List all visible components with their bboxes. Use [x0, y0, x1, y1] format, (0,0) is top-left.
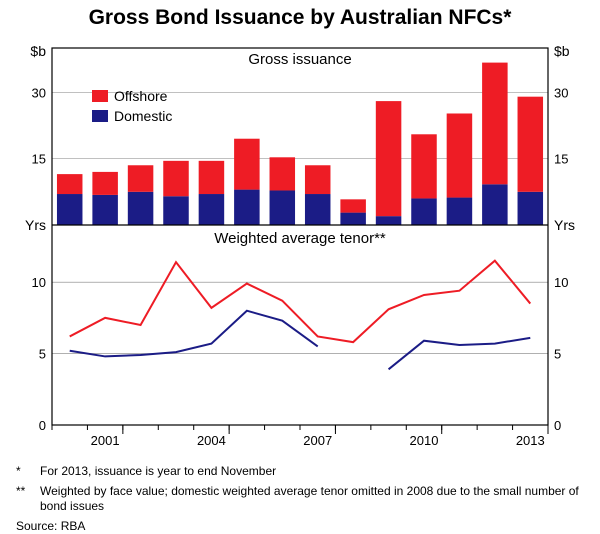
top-ylabel-right: $b	[554, 43, 570, 59]
chart-container: Gross Bond Issuance by Australian NFCs* …	[0, 0, 600, 525]
bar-offshore	[163, 161, 189, 196]
source-label: Source: RBA	[0, 515, 600, 534]
bar-domestic	[234, 190, 260, 225]
bottom-ylabel-right: Yrs	[554, 217, 575, 233]
bar-offshore	[376, 101, 402, 216]
bar-offshore	[92, 172, 118, 195]
legend-label-domestic: Domestic	[114, 108, 172, 124]
xtick-label: 2007	[303, 433, 332, 448]
bar-domestic	[270, 190, 296, 225]
bar-offshore	[518, 97, 544, 192]
bar-domestic	[163, 196, 189, 225]
bar-offshore	[270, 157, 296, 190]
bar-offshore	[199, 161, 225, 194]
legend-label-offshore: Offshore	[114, 88, 168, 104]
bar-domestic	[447, 198, 473, 225]
ytick-left: 5	[39, 347, 46, 362]
bar-domestic	[340, 213, 366, 225]
bar-offshore	[447, 113, 473, 197]
bar-domestic	[376, 216, 402, 225]
xtick-label: 2010	[410, 433, 439, 448]
bar-domestic	[57, 194, 83, 225]
legend-swatch-offshore	[92, 90, 108, 102]
xtick-label: 2013	[516, 433, 545, 448]
bar-domestic	[482, 184, 508, 225]
xtick-label: 2004	[197, 433, 226, 448]
bar-offshore	[234, 139, 260, 190]
xtick-label: 2001	[91, 433, 120, 448]
bar-domestic	[199, 194, 225, 225]
top-subtitle: Gross issuance	[248, 51, 351, 68]
bar-offshore	[482, 63, 508, 185]
chart-title: Gross Bond Issuance by Australian NFCs*	[0, 0, 600, 30]
bar-domestic	[411, 198, 437, 225]
bar-offshore	[340, 199, 366, 212]
bar-domestic	[128, 192, 154, 225]
legend-swatch-domestic	[92, 110, 108, 122]
footnote: *For 2013, issuance is year to end Novem…	[0, 460, 600, 480]
bottom-ylabel-left: Yrs	[25, 217, 46, 233]
ytick-right: 10	[554, 275, 568, 290]
ytick-left: 15	[32, 152, 46, 167]
ytick-right: 5	[554, 347, 561, 362]
chart-svg: 15 15 30 30 $b $b Gross issuance Offshore Domest…	[0, 30, 600, 460]
bar-domestic	[518, 192, 544, 225]
ytick-left: 30	[32, 85, 46, 100]
ytick-right: 0	[554, 418, 561, 433]
bar-domestic	[305, 194, 331, 225]
bar-offshore	[128, 165, 154, 192]
bar-offshore	[411, 134, 437, 198]
bar-offshore	[305, 165, 331, 194]
line-offshore	[70, 261, 531, 342]
bottom-subtitle: Weighted average tenor**	[214, 230, 386, 247]
ytick-right: 30	[554, 85, 568, 100]
top-ylabel-left: $b	[30, 43, 46, 59]
ytick-left: 0	[39, 418, 46, 433]
footnotes: *For 2013, issuance is year to end Novem…	[0, 460, 600, 534]
bar-domestic	[92, 195, 118, 225]
ytick-left: 10	[32, 275, 46, 290]
ytick-right: 15	[554, 152, 568, 167]
bar-offshore	[57, 174, 83, 194]
footnote: **Weighted by face value; domestic weigh…	[0, 480, 600, 515]
